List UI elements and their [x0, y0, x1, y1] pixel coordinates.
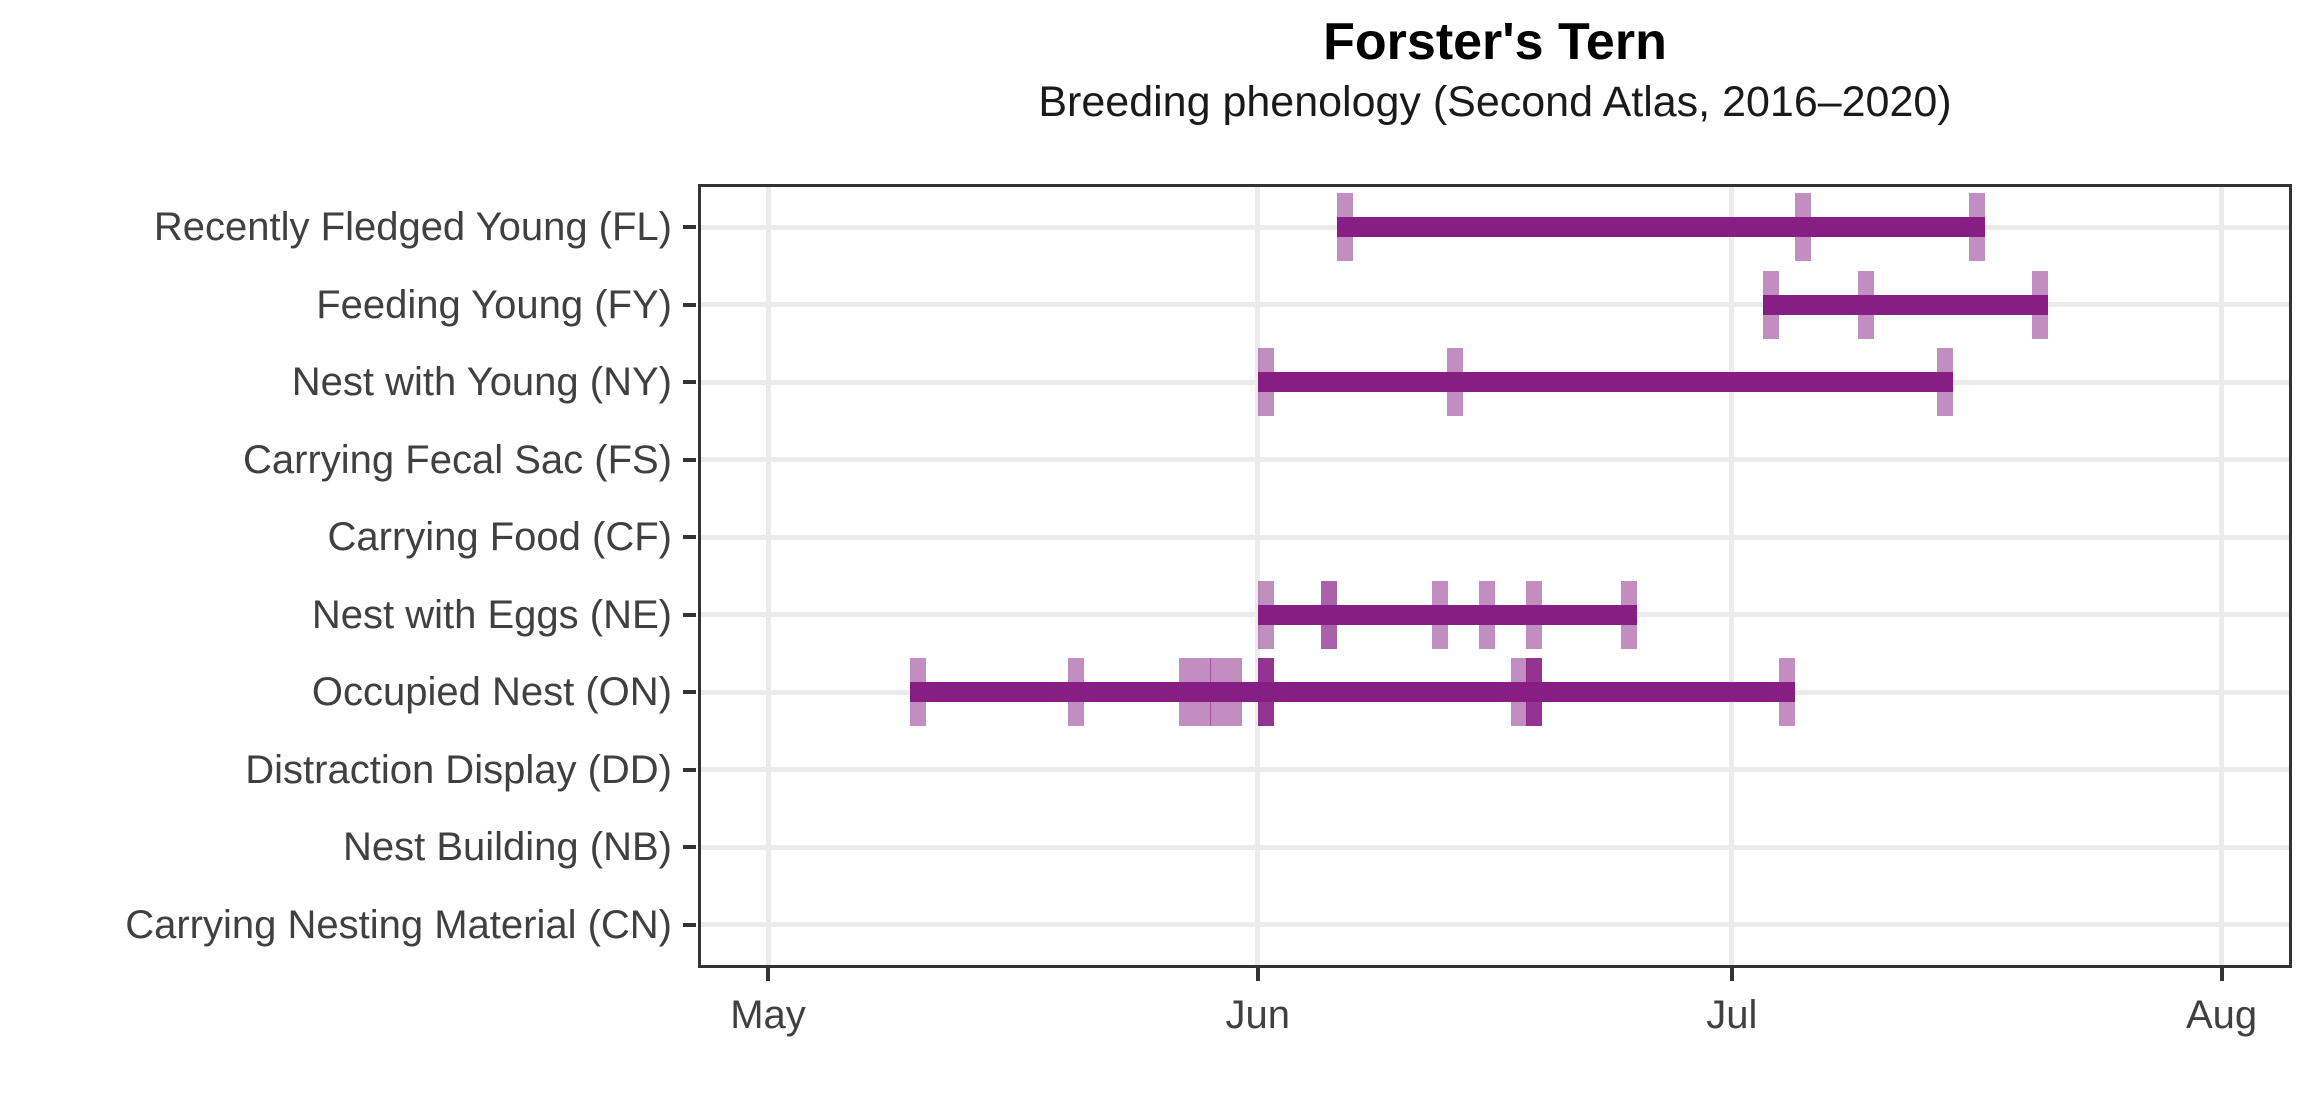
y-axis-label: Distraction Display (DD)	[245, 747, 672, 792]
y-axis-tick	[683, 922, 696, 927]
y-axis-tick	[683, 845, 696, 849]
x-axis-label: May	[730, 993, 806, 1037]
y-axis-label: Carrying Fecal Sac (FS)	[243, 437, 672, 482]
plot-panel	[698, 184, 2292, 968]
y-axis-label: Carrying Nesting Material (CN)	[125, 902, 672, 947]
y-axis-tick	[683, 690, 696, 694]
category-gridline	[698, 457, 2292, 462]
phenology-range-bar	[1763, 294, 2048, 315]
y-axis-label: Carrying Food (CF)	[327, 515, 672, 559]
chart-subtitle: Breeding phenology (Second Atlas, 2016–2…	[1038, 78, 1952, 126]
y-axis-label: Recently Fledged Young (FL)	[153, 205, 672, 249]
x-axis-tick	[766, 968, 770, 981]
y-axis-tick	[683, 302, 696, 307]
category-gridline	[698, 767, 2292, 772]
month-gridline	[765, 184, 771, 968]
x-axis-label: Jun	[1225, 993, 1291, 1037]
y-axis-label: Nest with Eggs (NE)	[311, 592, 672, 637]
y-axis-tick	[683, 767, 696, 772]
x-axis-label: Jul	[1706, 993, 1758, 1037]
phenology-range-bar	[1257, 372, 1954, 392]
phenology-range-bar	[1336, 217, 1985, 237]
y-axis-tick	[683, 457, 696, 462]
x-axis-label: Aug	[2186, 993, 2258, 1037]
month-gridline	[1255, 184, 1261, 968]
y-axis-label: Feeding Young (FY)	[316, 282, 672, 327]
y-axis-label: Occupied Nest (ON)	[311, 670, 672, 714]
x-axis-tick	[1729, 968, 1734, 981]
x-axis-tick	[2219, 968, 2224, 981]
chart-title: Forster's Tern	[1323, 13, 1667, 71]
category-gridline	[698, 534, 2292, 540]
phenology-range-bar	[1257, 604, 1638, 625]
category-gridline	[698, 302, 2292, 307]
month-gridline	[2219, 184, 2225, 968]
y-axis-label: Nest Building (NB)	[342, 825, 672, 869]
phenology-range-bar	[910, 682, 1796, 702]
x-axis-tick	[1255, 968, 1260, 981]
y-axis-tick	[683, 612, 696, 617]
category-gridline	[698, 922, 2292, 927]
y-axis-tick	[683, 225, 696, 229]
category-gridline	[698, 844, 2292, 850]
y-axis-tick	[683, 535, 696, 539]
month-gridline	[1729, 184, 1735, 968]
y-axis-label: Nest with Young (NY)	[291, 360, 672, 404]
y-axis-tick	[683, 380, 696, 384]
